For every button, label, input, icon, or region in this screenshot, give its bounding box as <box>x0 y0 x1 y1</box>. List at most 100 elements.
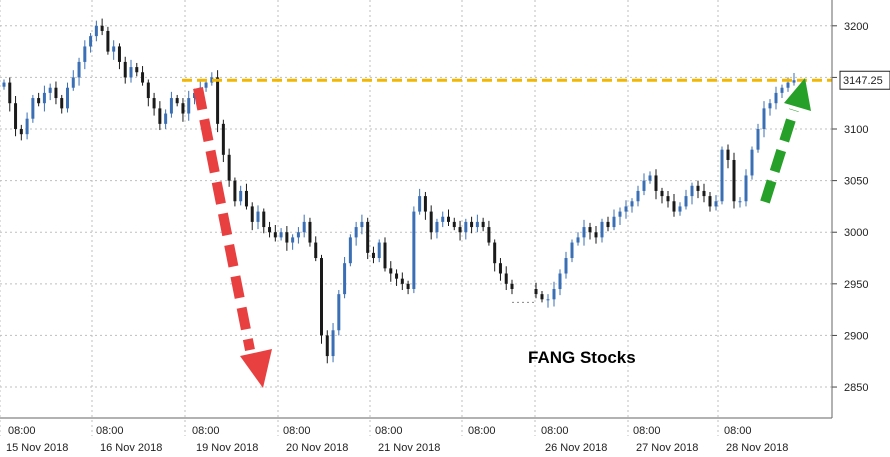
last-value-label: 3147.25 <box>843 75 883 87</box>
candle-body <box>606 221 610 228</box>
candle-body <box>774 92 778 104</box>
candle-body <box>618 211 622 217</box>
candle-body <box>60 98 64 109</box>
candle-body <box>233 180 237 202</box>
candle-body <box>48 87 52 93</box>
candle-body <box>117 46 121 62</box>
candle-body <box>354 227 358 238</box>
candle-body <box>475 221 479 228</box>
candle-body <box>383 242 387 269</box>
up-arrow-shaft <box>760 108 799 204</box>
candle-body <box>395 273 399 279</box>
y-tick-label: 2900 <box>844 330 868 342</box>
candle-body <box>732 159 736 202</box>
x-time-label: 08:00 <box>724 425 752 437</box>
x-date-label: 15 Nov 2018 <box>6 442 68 454</box>
axis-layer: 2850290029503000305031003150320008:0008:… <box>0 0 868 454</box>
candle-body <box>348 237 352 264</box>
x-time-label: 08:00 <box>468 425 496 437</box>
candle-body <box>648 175 652 181</box>
candle-body <box>423 196 427 212</box>
candle-body <box>320 258 323 336</box>
candle-body <box>786 82 790 88</box>
up-arrow-icon <box>784 78 811 111</box>
candle-body <box>720 149 724 202</box>
candle-body <box>510 283 514 289</box>
candle-body <box>8 82 12 104</box>
candle-body <box>666 196 670 202</box>
candle-body <box>146 82 150 99</box>
x-time-label: 08:00 <box>8 425 36 437</box>
candle-body <box>406 283 410 289</box>
last-value-box <box>839 70 890 90</box>
grid-layer <box>0 0 832 436</box>
candle-body <box>239 190 243 202</box>
x-time-label: 08:00 <box>283 425 311 437</box>
candle-body <box>141 72 145 83</box>
candle-body <box>244 190 248 207</box>
candle-body <box>654 175 658 191</box>
candle-body <box>164 113 168 124</box>
candle-body <box>441 216 445 222</box>
candle-body <box>458 227 462 233</box>
candle-body <box>308 221 312 243</box>
candle-body <box>106 30 110 52</box>
candle-body <box>558 273 562 289</box>
candle-body <box>37 98 41 104</box>
y-tick-label: 2950 <box>844 279 868 291</box>
candle-body <box>702 190 706 197</box>
candle-body <box>738 201 742 203</box>
candle-body <box>768 103 772 109</box>
candle-body <box>331 330 335 357</box>
candle-body <box>493 242 497 264</box>
overlay-layer: FANG Stocks <box>182 78 832 388</box>
x-time-label: 08:00 <box>633 425 661 437</box>
candle-body <box>14 103 18 130</box>
candle-body <box>366 221 370 253</box>
candle-body <box>337 294 341 331</box>
x-date-label: 16 Nov 2018 <box>100 442 162 454</box>
candle-body <box>77 61 81 78</box>
candle-body <box>285 232 289 243</box>
candle-body <box>780 87 784 93</box>
candle-body <box>66 87 69 109</box>
candle-body <box>262 211 266 228</box>
candle-body <box>570 242 574 259</box>
y-tick-label: 3100 <box>844 124 868 136</box>
candle-body <box>672 201 676 212</box>
candle-body <box>756 129 760 150</box>
y-tick-label: 2850 <box>844 382 868 394</box>
candle-body <box>594 232 598 238</box>
candle-body <box>678 206 682 212</box>
down-arrow-icon <box>240 349 272 388</box>
candle-body <box>487 227 491 243</box>
candle-body <box>630 201 634 207</box>
candle-body <box>123 61 127 78</box>
x-time-label: 08:00 <box>96 425 124 437</box>
candle-body <box>576 237 580 243</box>
last-value-tag: 3147.25 <box>839 70 890 90</box>
down-arrow-shaft <box>193 87 255 351</box>
candle-body <box>371 252 375 259</box>
candle-body <box>89 36 93 47</box>
candle-body <box>762 108 766 130</box>
candle-body <box>227 154 231 181</box>
candle-body <box>534 288 538 295</box>
candle-body <box>204 82 208 88</box>
candle-body <box>418 196 422 212</box>
candle-body <box>187 98 191 114</box>
candle-body <box>552 288 556 300</box>
candle-body <box>481 221 485 228</box>
candle-body <box>296 232 300 238</box>
candle-body <box>268 227 272 233</box>
y-tick-label: 3050 <box>844 176 868 188</box>
candle-body <box>412 211 416 289</box>
candle-body <box>112 46 116 52</box>
candle-body <box>684 196 688 207</box>
candle-body <box>135 67 139 73</box>
candle-body <box>660 190 664 197</box>
candle-body <box>31 98 35 119</box>
candle-body <box>2 82 6 87</box>
x-date-label: 28 Nov 2018 <box>726 442 788 454</box>
candle-body <box>792 80 796 83</box>
